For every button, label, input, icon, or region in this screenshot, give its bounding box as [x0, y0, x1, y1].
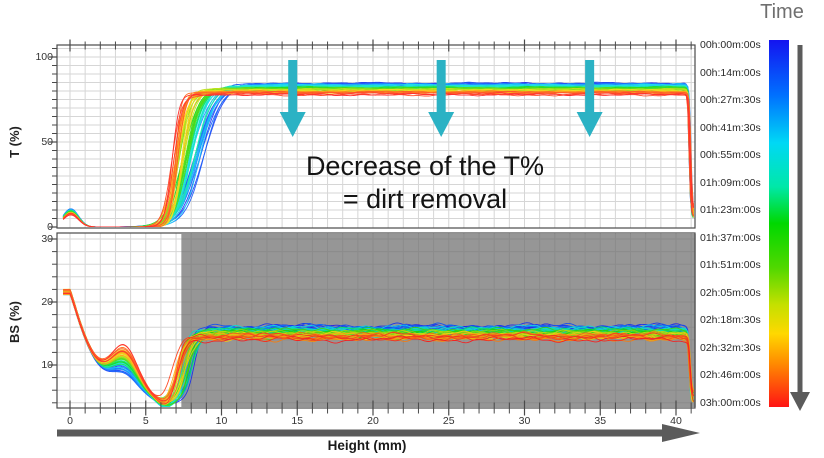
axis-tick-label: 10 — [215, 415, 228, 427]
time-tick-label: 00h:27m:30s — [700, 94, 761, 107]
annotation-line-1: Decrease of the T% — [305, 151, 545, 181]
time-tick-label: 02h:32m:30s — [700, 341, 761, 354]
annotation-arrows-down — [279, 60, 603, 137]
axis-tick-label: 20 — [367, 415, 379, 427]
down-arrow-icon — [790, 392, 810, 411]
time-tick-label: 00h:55m:00s — [700, 149, 761, 162]
bs-chart-curves — [63, 288, 694, 407]
height-axis-tick-labels: 0 5 10 15 20 25 30 35 40 — [58, 415, 688, 428]
t-chart-grid — [57, 45, 695, 228]
time-tick-label: 00h:41m:30s — [700, 121, 761, 134]
bs-chart-shaded-region — [181, 234, 696, 407]
time-tick-label: 01h:23m:00s — [700, 204, 761, 217]
bs-axis-tick-labels: 30 20 10 — [21, 232, 53, 372]
time-tick-label: 03h:00m:00s — [700, 396, 761, 409]
axis-tick-label: 25 — [442, 415, 455, 427]
down-arrow-icon — [436, 60, 446, 112]
right-arrow-icon — [57, 429, 662, 437]
down-arrow-icon — [585, 60, 595, 112]
axis-tick-label: 30 — [41, 233, 53, 245]
down-arrow-icon — [279, 112, 306, 137]
axis-tick-label: 0 — [67, 415, 73, 427]
axis-ticks — [49, 39, 692, 416]
axis-tick-label: 15 — [291, 415, 304, 427]
down-arrow-icon — [288, 60, 298, 112]
time-axis-arrow — [790, 45, 810, 411]
down-arrow-icon — [428, 112, 455, 137]
axis-tick-label: 5 — [142, 415, 149, 427]
axis-tick-label: 20 — [41, 296, 53, 308]
annotation-text: Decrease of the T% = dirt removal — [235, 150, 615, 216]
height-axis-arrow — [57, 424, 700, 442]
time-tick-label: 02h:46m:00s — [700, 369, 761, 382]
axis-tick-label: 30 — [518, 415, 531, 427]
right-arrow-icon — [662, 424, 700, 442]
axis-tick-label: 0 — [47, 221, 53, 233]
time-tick-label: 01h:37m:00s — [700, 231, 761, 244]
time-tick-label: 02h:18m:30s — [700, 314, 761, 327]
down-arrow-icon — [576, 112, 603, 137]
axis-tick-label: 40 — [670, 415, 682, 427]
t-axis-tick-labels: 100 50 0 — [21, 50, 53, 234]
height-axis-title: Height (mm) — [327, 438, 407, 453]
axis-tick-label: 100 — [35, 51, 53, 63]
axis-tick-label: 35 — [594, 415, 607, 427]
time-tick-label: 02h:05m:00s — [700, 286, 761, 299]
time-legend-title: Time — [760, 1, 804, 23]
time-legend-labels: 00h:00m:00s 00h:14m:00s 00h:27m:30s 00h:41m… — [700, 38, 768, 410]
time-colorbar — [769, 40, 789, 407]
axis-tick-label: 10 — [41, 359, 53, 371]
axis-tick-label: 50 — [41, 136, 53, 148]
time-tick-label: 01h:51m:00s — [700, 259, 761, 272]
time-tick-label: 00h:14m:00s — [700, 66, 761, 79]
time-tick-label: 00h:00m:00s — [700, 39, 761, 51]
down-arrow-icon — [797, 45, 803, 392]
annotation-line-2: = dirt removal — [342, 184, 508, 214]
time-tick-label: 01h:09m:00s — [700, 176, 761, 189]
chart-borders — [56, 44, 696, 409]
